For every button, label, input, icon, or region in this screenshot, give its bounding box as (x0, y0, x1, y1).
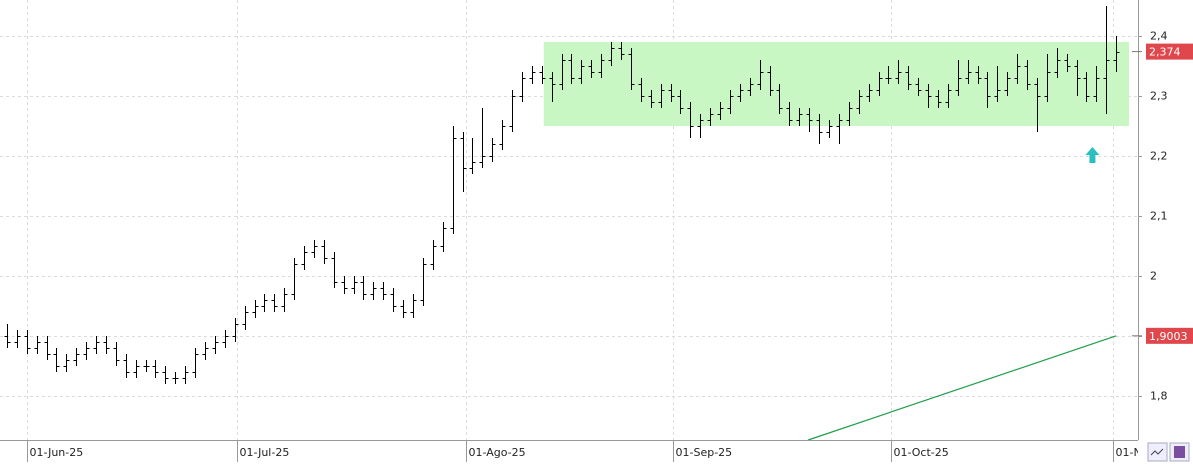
plot-area (0, 0, 1138, 441)
toolbar (1147, 442, 1190, 462)
x-tick-label: 01-Sep-25 (676, 446, 733, 459)
y-tick-label: 2 (1150, 270, 1157, 283)
y-tick-label: 1,8 (1150, 390, 1168, 403)
value-label: 2,374 (1149, 46, 1181, 59)
y-tick-label: 2,3 (1150, 90, 1168, 103)
value-label-box (1146, 327, 1193, 344)
y-tick-label: 2,4 (1150, 30, 1168, 43)
value-label-box (1146, 43, 1193, 60)
y-tick-label: 2,1 (1150, 210, 1168, 223)
x-tick-label: 01-Oct-25 (894, 446, 949, 459)
y-tick-label: 2,2 (1150, 150, 1168, 163)
x-tick-label: 01-Ago-25 (469, 446, 526, 459)
x-tick-label: 01-Jul-25 (240, 446, 290, 459)
x-tick-label: 01-Jun-25 (30, 446, 84, 459)
arrow-marker (1085, 147, 1100, 164)
x-tick-labels: 01-Jun-25 01-Jul-25 01-Ago-25 01-Sep-25 01-O… (30, 446, 1173, 459)
trend-line (807, 335, 1117, 441)
value-label: 1,9003 (1149, 330, 1188, 343)
save-icon (1174, 446, 1185, 458)
zoom-icon (1150, 448, 1164, 456)
zoom-button[interactable] (1147, 442, 1168, 462)
x-tick-label: 01-Nov-25 (1116, 446, 1173, 459)
